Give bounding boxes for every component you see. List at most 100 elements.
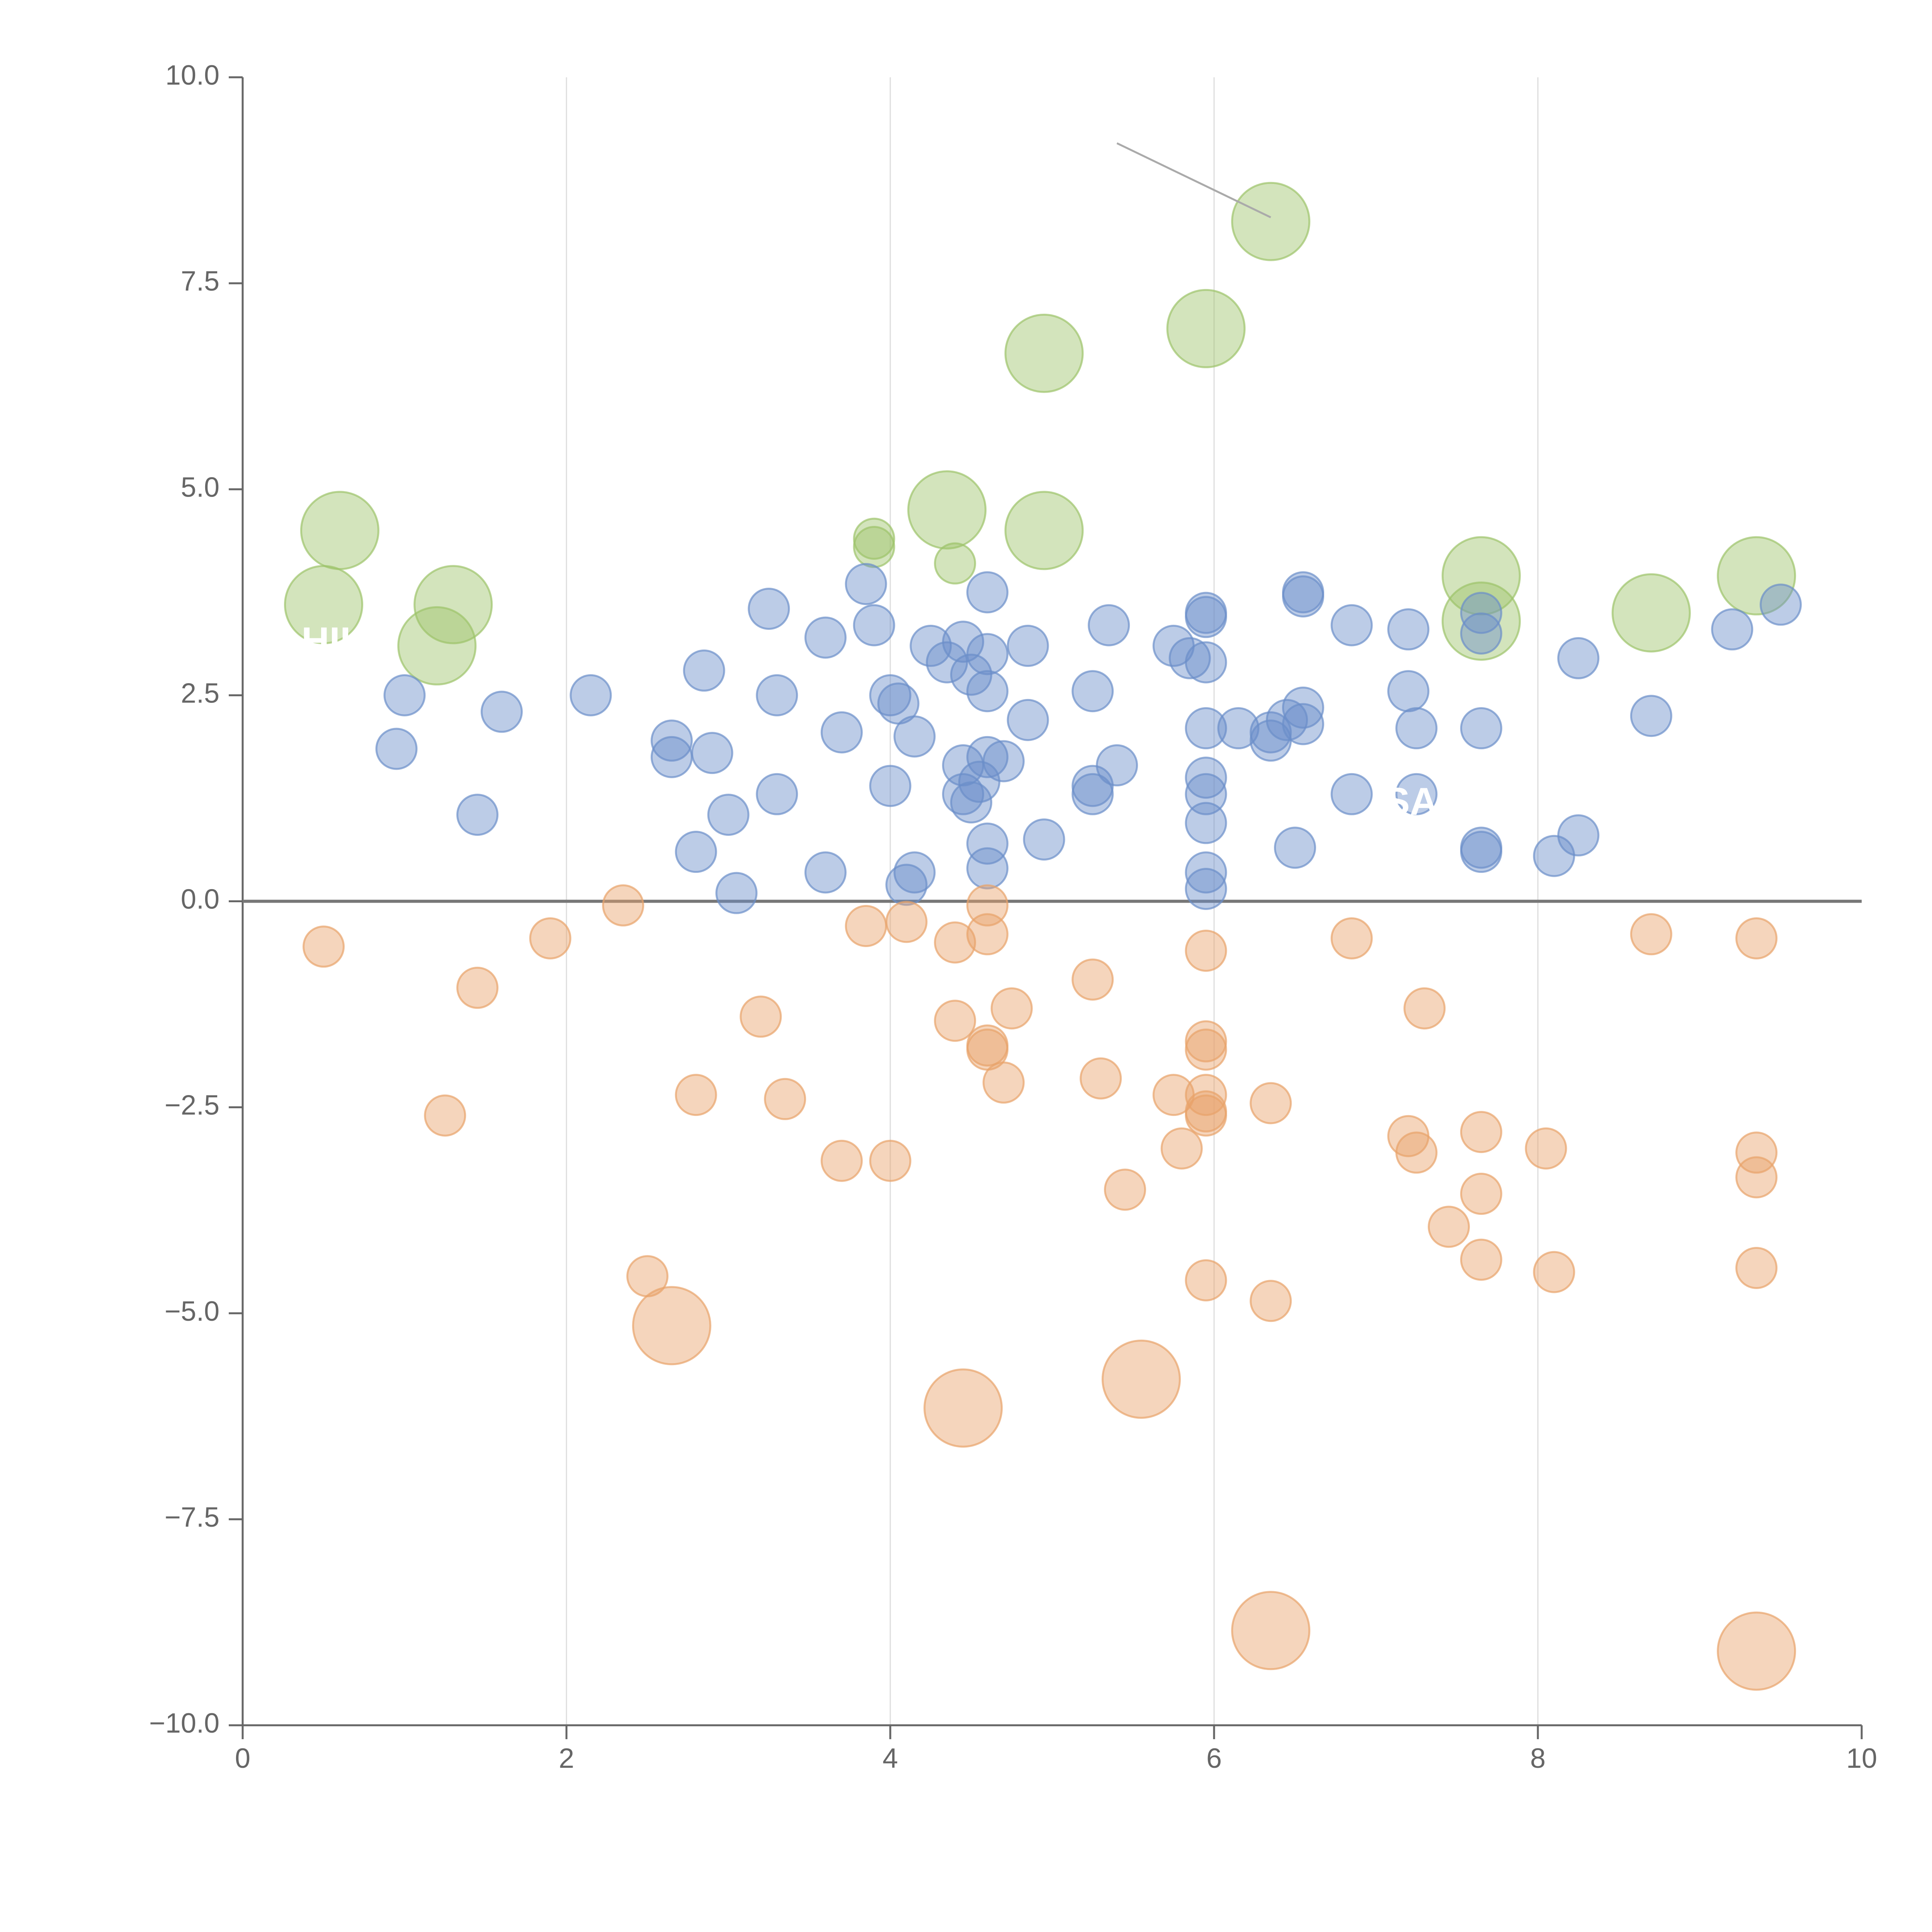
y-tick-label: −10.0: [149, 1708, 219, 1739]
bubble-blue: [570, 674, 612, 716]
bubble-blue: [966, 822, 1009, 865]
bubble-blue: [1387, 670, 1430, 713]
bubble-blue: [1185, 802, 1227, 844]
bubble-green: [413, 565, 493, 645]
bubble-green: [853, 517, 895, 560]
bubble-blue: [756, 773, 798, 815]
bubble-orange: [923, 1368, 1003, 1448]
bubble-blue: [691, 732, 733, 774]
bubble-orange: [1735, 917, 1778, 959]
bubble-orange: [764, 1078, 806, 1120]
bubble-orange: [456, 966, 499, 1009]
bubble-orange: [966, 884, 1009, 927]
bubble-blue: [1460, 612, 1502, 655]
bubble-orange: [1250, 1082, 1292, 1124]
bubble-orange: [1717, 1611, 1796, 1691]
bubble-blue: [1460, 707, 1502, 750]
bubble-orange: [602, 884, 645, 927]
bubble-blue: [1557, 814, 1600, 857]
bubble-orange: [740, 995, 782, 1038]
bubble-blue: [1460, 831, 1502, 873]
bubble-blue: [1395, 773, 1438, 815]
bubble-blue: [1185, 641, 1227, 684]
bubble-blue: [1096, 744, 1138, 787]
bubble-blue: [748, 587, 790, 630]
bubble-green: [1166, 289, 1246, 368]
bubble-blue: [966, 633, 1009, 675]
bubble-blue: [1760, 583, 1802, 626]
bubble-blue: [683, 649, 725, 692]
annotation-leader-line: [1116, 142, 1271, 218]
bubble-orange: [845, 905, 887, 947]
bubble-blue: [1007, 624, 1049, 667]
bubble-blue: [383, 674, 426, 716]
x-tick-label: 0: [235, 1743, 250, 1774]
bubble-orange: [1630, 913, 1672, 956]
bubble-blue: [756, 674, 798, 716]
bubble-blue: [1185, 757, 1227, 799]
bubble-blue: [966, 847, 1009, 889]
bubble-labels: HIKE SAKE: [301, 142, 1492, 823]
bubble-orange: [1071, 958, 1114, 1001]
bubble-orange: [1395, 1131, 1438, 1174]
bubble-green: [1004, 491, 1084, 570]
bubble-orange: [303, 925, 345, 968]
bubble-blue: [650, 719, 693, 762]
bubble-blue: [966, 736, 1009, 778]
bubble-blue: [1282, 686, 1324, 729]
bubble-blue: [1711, 608, 1753, 651]
bubble-blue: [1217, 707, 1260, 750]
bubble-orange: [632, 1286, 711, 1366]
y-tick-label: 0.0: [181, 884, 219, 915]
bubble-orange: [820, 1139, 863, 1182]
bubble-blue: [853, 604, 895, 646]
y-tick-label: 10.0: [165, 60, 219, 91]
bubble-blue: [1185, 851, 1227, 894]
bubble-orange: [1101, 1339, 1181, 1419]
bubble-green: [1004, 313, 1084, 393]
bubble-blue: [1185, 707, 1227, 750]
bubble-blue: [893, 851, 936, 894]
bubble-orange: [1160, 1127, 1203, 1170]
axes: 10.0 7.5 5.0 2.5 0.0 −2.5 −5.0 −7.5 −10.0 0 2 4 6 8 10: [149, 60, 1877, 1774]
bubble-orange: [1104, 1168, 1146, 1211]
bubble-orange: [934, 1000, 976, 1042]
bubble-orange: [1533, 1251, 1575, 1293]
bubble-blue: [885, 864, 928, 906]
bubble-orange: [1185, 1259, 1227, 1301]
bubble-green: [284, 565, 363, 645]
bubble-orange: [424, 1094, 466, 1137]
bubble-orange: [1735, 1247, 1778, 1289]
bubble-green: [1611, 573, 1691, 653]
bubble-green: [907, 470, 987, 550]
bubble-blue: [893, 715, 936, 758]
bubble-orange: [675, 1074, 717, 1116]
bubble-blue: [869, 765, 912, 807]
bubble-blue: [1630, 695, 1672, 737]
bubble-blue: [715, 872, 758, 914]
bubble-blue: [1071, 670, 1114, 713]
bubble-blue: [1185, 868, 1227, 910]
bubble-orange: [1460, 1173, 1502, 1215]
bubble-label-sake: SAKE: [1384, 780, 1492, 823]
bubble-blue: [707, 794, 750, 836]
bubble-blue: [675, 831, 717, 873]
x-tick-label: 10: [1846, 1743, 1877, 1774]
bubble-blue: [1274, 827, 1316, 869]
bubble-blue: [456, 794, 499, 836]
bubble-orange: [1735, 1156, 1778, 1199]
bubble-blue: [1557, 637, 1600, 679]
bubble-orange: [1185, 1028, 1227, 1071]
x-tick-label: 8: [1530, 1743, 1546, 1774]
bubble-green: [1231, 182, 1311, 261]
bubble-blue: [950, 781, 992, 824]
y-tick-label: −5.0: [165, 1296, 219, 1327]
bubble-green: [300, 491, 379, 570]
bubble-green: [934, 542, 976, 585]
bubble-orange: [1250, 1280, 1292, 1322]
bubble-blue: [375, 728, 418, 770]
bubble-blue: [1282, 703, 1324, 745]
bubble-blue: [869, 674, 912, 716]
bubble-blue: [1071, 773, 1114, 815]
